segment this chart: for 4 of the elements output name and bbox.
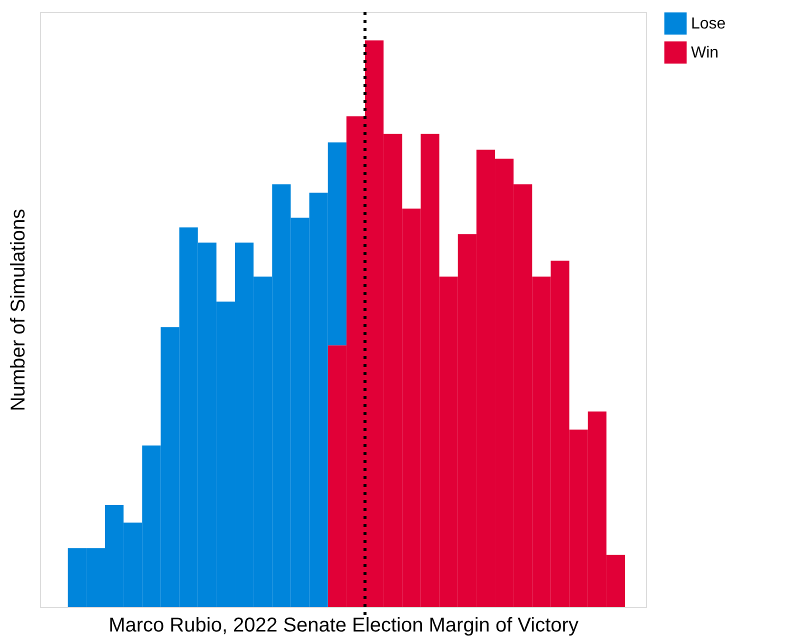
legend-label: Lose bbox=[691, 16, 726, 32]
x-axis-title: Marco Rubio, 2022 Senate Election Margin of Victory bbox=[108, 614, 578, 636]
y-axis-title: Number of Simulations bbox=[8, 208, 30, 412]
legend-label: Win bbox=[691, 44, 719, 62]
